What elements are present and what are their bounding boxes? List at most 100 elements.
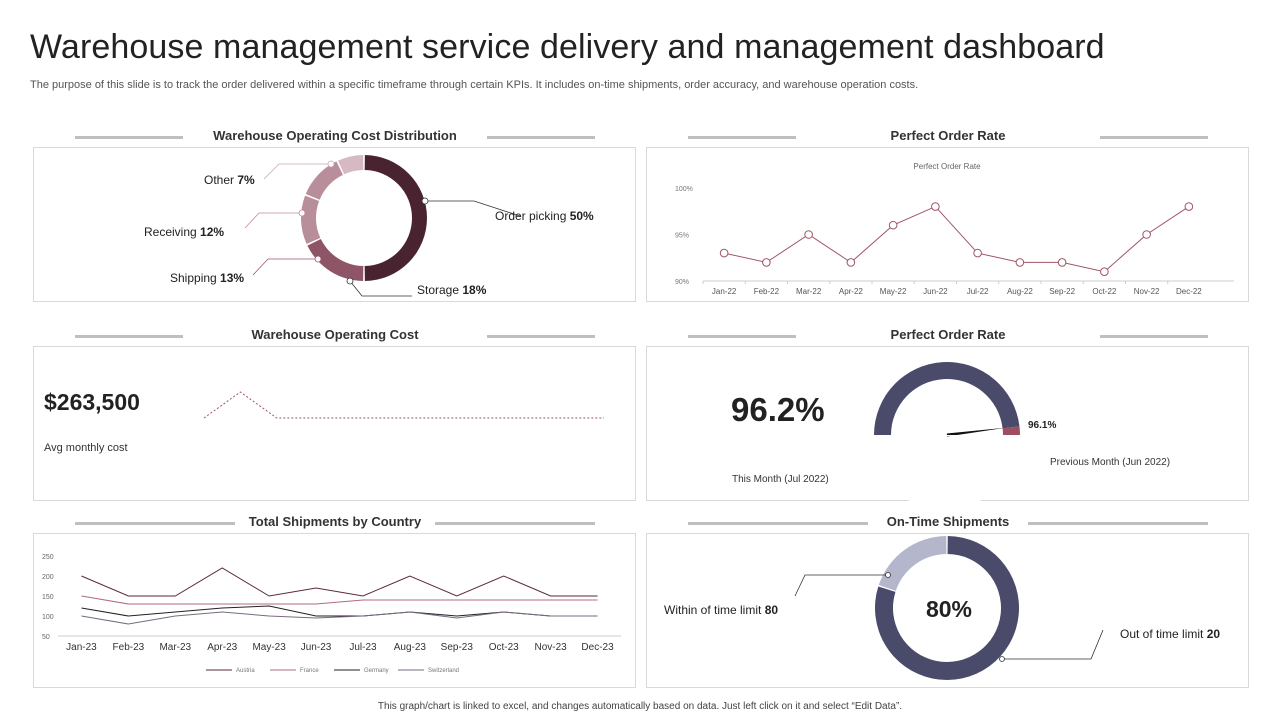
section-header-shipments: Total Shipments by Country [75, 514, 595, 534]
y-tick-label: 200 [42, 574, 54, 581]
data-point [1100, 267, 1109, 276]
x-tick-label: Oct-23 [489, 642, 519, 653]
x-tick-label: Sep-22 [1049, 287, 1075, 296]
x-tick-label: Jan-23 [66, 642, 97, 653]
x-tick-label: Nov-22 [1134, 287, 1160, 296]
y-tick-label: 90% [675, 279, 689, 286]
shipments-by-country-chart: 50 100 150 200 250 Jan-23 Feb-23 Mar-23 Apr-23 Ma… [42, 554, 621, 674]
series-line-switzerland [81, 611, 598, 625]
callout-dot-within [885, 572, 891, 578]
data-point [931, 202, 940, 211]
data-point [719, 248, 729, 258]
x-tick-label: Mar-23 [159, 642, 191, 653]
callout-line-order-picking [425, 200, 521, 217]
data-point [804, 230, 813, 239]
slice-shipping [301, 195, 321, 245]
slice-order-picking [364, 155, 428, 281]
y-tick-label: 95% [675, 233, 689, 240]
data-point [762, 258, 771, 267]
gauge-previous-value: 96.1% [1028, 420, 1057, 431]
on-time-center-label: 80% [926, 596, 972, 622]
x-tick-label: Feb-22 [754, 287, 780, 296]
gauge-this-month: This Month (Jul 2022) [732, 474, 829, 485]
panel-shipments-by-country: 50 100 150 200 250 Jan-23 Feb-23 Mar-23 Apr-23 Ma… [33, 533, 636, 688]
label-order-picking: Order picking 50% [495, 209, 594, 223]
gauge-value-arc [874, 361, 1020, 435]
label-within-name: Within of time limit [664, 603, 762, 617]
slice-receiving [305, 161, 343, 200]
chart-inner-title: Perfect Order Rate [913, 162, 981, 171]
y-tick-label: 50 [42, 634, 50, 641]
callout-dot-receiving [298, 209, 306, 217]
section-title: Warehouse Operating Cost Distribution [213, 128, 457, 143]
slice-out-of-time-limit [878, 536, 947, 591]
y-tick-label: 150 [42, 594, 54, 601]
callout-line-within [794, 574, 888, 597]
x-tick-label: Sep-23 [441, 642, 474, 653]
callout-line-receiving [244, 212, 302, 229]
legend-label: Austria [236, 668, 255, 674]
legend-label: Germany [364, 668, 389, 674]
x-tick-label: Jan-22 [712, 287, 737, 296]
callout-dot-shipping [314, 255, 322, 263]
x-tick-label: Jul-23 [349, 642, 377, 653]
label-receiving: Receiving 12% [144, 225, 224, 239]
x-tick-label: Apr-23 [207, 642, 237, 653]
panel-perfect-order-gauge: 96.2% This Month (Jul 2022) Previous Mon… [646, 346, 1249, 503]
data-point [888, 220, 898, 230]
footer-note: This graph/chart is linked to excel, and… [377, 701, 903, 712]
section-title: On-Time Shipments [886, 514, 1010, 529]
label-within-value: 80 [765, 603, 779, 617]
perfect-order-rate-chart: Perfect Order Rate 90% 95% 100% Jan-22 Feb-2… [675, 162, 1234, 296]
series-line-austria [81, 567, 598, 597]
series-line-germany [81, 605, 598, 617]
x-tick-label: Jun-23 [301, 642, 332, 653]
label-within-time-limit: Within of time limit 80 [664, 603, 778, 617]
x-tick-label: Mar-22 [796, 287, 822, 296]
label-storage: Storage 18% [417, 283, 487, 297]
gauge-bottom-gap [909, 495, 981, 503]
x-tick-label: May-22 [880, 287, 907, 296]
label-out-of-time-limit: Out of time limit 20 [1120, 627, 1220, 641]
data-point [1057, 258, 1067, 267]
data-point [1015, 258, 1025, 267]
label-other: Other 7% [204, 173, 255, 187]
operating-cost-sparkline [203, 391, 604, 419]
data-point [1142, 230, 1151, 239]
callout-line-storage [349, 280, 412, 297]
series-line-france [81, 595, 598, 605]
slice-storage [307, 239, 364, 281]
callout-line-other [263, 163, 331, 180]
section-title: Perfect Order Rate [890, 128, 1006, 143]
x-tick-label: Jun-22 [923, 287, 948, 296]
label-shipping: Shipping 13% [170, 271, 244, 285]
on-time-donut: 80% Within of time limit 80 Out of time … [664, 536, 1220, 680]
y-tick-label: 100% [675, 186, 693, 193]
callout-dot-other [327, 160, 335, 168]
gauge-baseline [872, 435, 1022, 436]
gauge-big-value: 96.2% [731, 391, 825, 428]
x-tick-label: Aug-22 [1007, 287, 1033, 296]
operating-cost-value: $263,500 [44, 389, 140, 415]
section-header-cost-distribution: Warehouse Operating Cost Distribution [75, 128, 595, 148]
x-tick-label: Dec-23 [581, 642, 614, 653]
perfect-order-rate-line [724, 205, 1190, 273]
x-tick-label: Jul-22 [967, 287, 989, 296]
legend-label: France [300, 668, 319, 674]
x-tick-label: Nov-23 [535, 642, 568, 653]
section-title: Total Shipments by Country [248, 514, 422, 529]
gauge-remainder-arc [1002, 426, 1020, 435]
section-header-perfect-order-rate: Perfect Order Rate [688, 128, 1208, 148]
callout-dot-order-picking [421, 197, 429, 205]
data-point [1184, 202, 1194, 211]
panel-operating-cost: $263,500 Avg monthly cost [33, 346, 636, 501]
section-header-perfect-order-gauge: Perfect Order Rate [688, 327, 1208, 347]
panel-cost-distribution: Order picking 50% Storage 18% Shipping 1… [33, 147, 636, 302]
section-header-operating-cost: Warehouse Operating Cost [75, 327, 595, 347]
label-out-name: Out of time limit [1120, 627, 1204, 641]
operating-cost-line [203, 391, 604, 419]
x-tick-label: Aug-23 [394, 642, 427, 653]
section-title: Perfect Order Rate [890, 327, 1006, 342]
x-tick-label: Feb-23 [113, 642, 145, 653]
panel-perfect-order-rate-line: Perfect Order Rate 90% 95% 100% Jan-22 Feb-2… [646, 147, 1249, 302]
